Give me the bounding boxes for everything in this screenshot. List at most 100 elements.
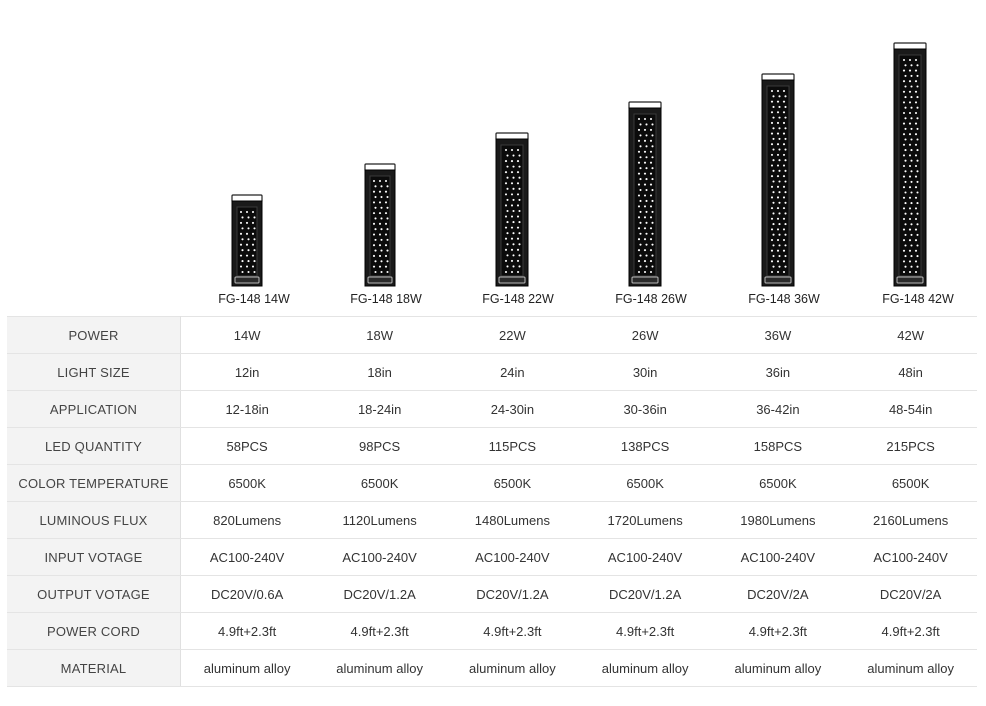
table-cell: aluminum alloy bbox=[446, 649, 579, 687]
table-cell: aluminum alloy bbox=[313, 649, 446, 687]
table-cell: AC100-240V bbox=[711, 538, 845, 576]
table-cell: AC100-240V bbox=[844, 538, 977, 576]
table-cell: 158PCS bbox=[711, 427, 845, 465]
table-cell: DC20V/1.2A bbox=[446, 575, 579, 613]
product-name: FG-148 14W bbox=[218, 292, 290, 306]
table-cell: 36in bbox=[711, 353, 845, 391]
table-cell: 4.9ft+2.3ft bbox=[844, 612, 977, 650]
table-cell: 4.9ft+2.3ft bbox=[313, 612, 446, 650]
spec-table: POWER 14W 18W 22W 26W 36W 42W LIGHT SIZE 12in 18i… bbox=[7, 316, 977, 687]
table-cell: aluminum alloy bbox=[578, 649, 712, 687]
table-row: POWER CORD 4.9ft+2.3ft 4.9ft+2.3ft 4.9ft+2.… bbox=[7, 612, 977, 650]
table-cell: 24-30in bbox=[446, 390, 579, 428]
table-cell: 6500K bbox=[844, 464, 977, 502]
product-name: FG-148 26W bbox=[615, 292, 687, 306]
table-cell: 215PCS bbox=[844, 427, 977, 465]
table-cell: DC20V/2A bbox=[844, 575, 977, 613]
led-dots bbox=[504, 148, 521, 274]
table-row: INPUT VOTAGE AC100-240V AC100-240V AC100-24… bbox=[7, 538, 977, 576]
table-cell: aluminum alloy bbox=[844, 649, 977, 687]
table-cell: 4.9ft+2.3ft bbox=[578, 612, 712, 650]
led-dots bbox=[239, 210, 256, 274]
table-cell: aluminum alloy bbox=[711, 649, 845, 687]
table-cell: AC100-240V bbox=[180, 538, 314, 576]
table-cell: aluminum alloy bbox=[180, 649, 314, 687]
table-cell: DC20V/1.2A bbox=[313, 575, 446, 613]
row-label: MATERIAL bbox=[7, 649, 181, 687]
table-row: LIGHT SIZE 12in 18in 24in 30in 36in 48in bbox=[7, 353, 977, 391]
led-dots bbox=[902, 58, 919, 274]
product-lights-illustration bbox=[231, 42, 927, 287]
table-row: POWER 14W 18W 22W 26W 36W 42W bbox=[7, 316, 977, 354]
table-row: OUTPUT VOTAGE DC20V/0.6A DC20V/1.2A DC20V/1… bbox=[7, 575, 977, 613]
product-name: FG-148 42W bbox=[882, 292, 954, 306]
table-row: LED QUANTITY 58PCS 98PCS 115PCS 138PCS 158PCS… bbox=[7, 427, 977, 465]
table-cell: 26W bbox=[578, 316, 712, 354]
product-name: FG-148 22W bbox=[482, 292, 554, 306]
table-cell: 18-24in bbox=[313, 390, 446, 428]
led-light-bar bbox=[495, 132, 529, 287]
table-cell: 98PCS bbox=[313, 427, 446, 465]
led-light-bar bbox=[761, 73, 795, 287]
table-cell: DC20V/0.6A bbox=[180, 575, 314, 613]
row-label: LIGHT SIZE bbox=[7, 353, 181, 391]
table-cell: 42W bbox=[844, 316, 977, 354]
table-cell: 22W bbox=[446, 316, 579, 354]
led-light-bar bbox=[364, 163, 396, 287]
table-cell: 14W bbox=[180, 316, 314, 354]
table-cell: 30-36in bbox=[578, 390, 712, 428]
table-cell: 24in bbox=[446, 353, 579, 391]
table-cell: 12in bbox=[180, 353, 314, 391]
table-cell: 1480Lumens bbox=[446, 501, 579, 539]
table-cell: 58PCS bbox=[180, 427, 314, 465]
table-cell: 6500K bbox=[313, 464, 446, 502]
table-cell: 138PCS bbox=[578, 427, 712, 465]
table-cell: DC20V/2A bbox=[711, 575, 845, 613]
table-cell: 18W bbox=[313, 316, 446, 354]
row-label: COLOR TEMPERATURE bbox=[7, 464, 181, 502]
table-cell: 6500K bbox=[711, 464, 845, 502]
led-dots bbox=[637, 117, 654, 274]
table-row: LUMINOUS FLUX 820Lumens 1120Lumens 1480Lume… bbox=[7, 501, 977, 539]
table-cell: 1720Lumens bbox=[578, 501, 712, 539]
led-light-bar bbox=[231, 194, 263, 287]
led-dots bbox=[770, 89, 787, 274]
table-cell: 4.9ft+2.3ft bbox=[711, 612, 845, 650]
table-cell: 12-18in bbox=[180, 390, 314, 428]
table-cell: 30in bbox=[578, 353, 712, 391]
led-dots bbox=[372, 179, 389, 274]
row-label: LUMINOUS FLUX bbox=[7, 501, 181, 539]
table-cell: 6500K bbox=[578, 464, 712, 502]
table-row: MATERIAL aluminum alloy aluminum alloy alum… bbox=[7, 649, 977, 687]
led-light-bar bbox=[893, 42, 927, 287]
table-cell: 4.9ft+2.3ft bbox=[446, 612, 579, 650]
row-label: LED QUANTITY bbox=[7, 427, 181, 465]
table-cell: AC100-240V bbox=[578, 538, 712, 576]
row-label: APPLICATION bbox=[7, 390, 181, 428]
table-cell: 4.9ft+2.3ft bbox=[180, 612, 314, 650]
table-cell: 2160Lumens bbox=[844, 501, 977, 539]
product-name: FG-148 18W bbox=[350, 292, 422, 306]
table-cell: 6500K bbox=[446, 464, 579, 502]
row-label: INPUT VOTAGE bbox=[7, 538, 181, 576]
table-cell: 36-42in bbox=[711, 390, 845, 428]
table-cell: 36W bbox=[711, 316, 845, 354]
row-label: POWER CORD bbox=[7, 612, 181, 650]
table-cell: 820Lumens bbox=[180, 501, 314, 539]
table-cell: 1120Lumens bbox=[313, 501, 446, 539]
led-light-bar bbox=[628, 101, 662, 287]
table-cell: AC100-240V bbox=[313, 538, 446, 576]
table-cell: 115PCS bbox=[446, 427, 579, 465]
row-label: OUTPUT VOTAGE bbox=[7, 575, 181, 613]
table-cell: 48in bbox=[844, 353, 977, 391]
table-row: COLOR TEMPERATURE 6500K 6500K 6500K 6500K 650… bbox=[7, 464, 977, 502]
table-cell: DC20V/1.2A bbox=[578, 575, 712, 613]
table-cell: 6500K bbox=[180, 464, 314, 502]
product-name: FG-148 36W bbox=[748, 292, 820, 306]
table-cell: 18in bbox=[313, 353, 446, 391]
table-cell: 1980Lumens bbox=[711, 501, 845, 539]
table-row: APPLICATION 12-18in 18-24in 24-30in 30-36in 3… bbox=[7, 390, 977, 428]
table-cell: AC100-240V bbox=[446, 538, 579, 576]
row-label: POWER bbox=[7, 316, 181, 354]
table-cell: 48-54in bbox=[844, 390, 977, 428]
